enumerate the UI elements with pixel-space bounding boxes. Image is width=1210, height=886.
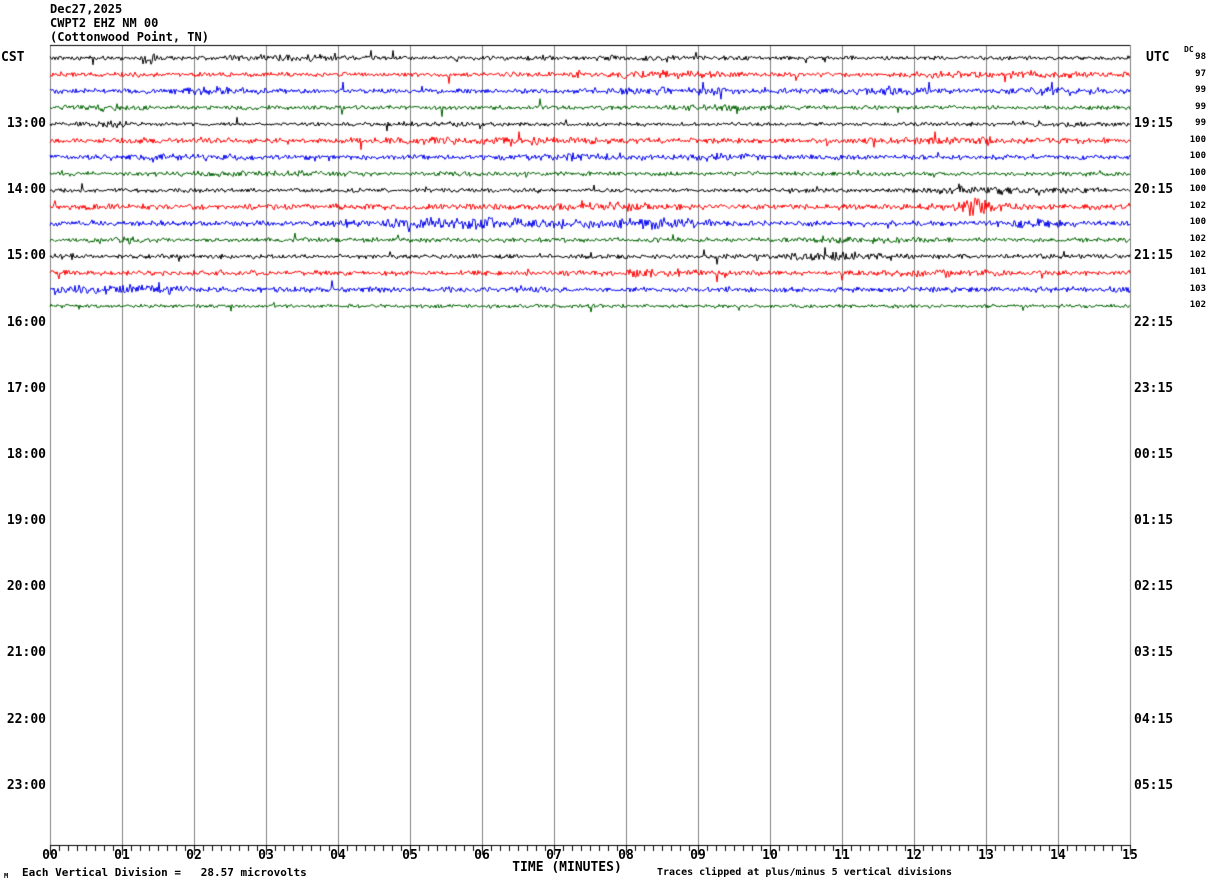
right-time-label: 20:15: [1134, 182, 1174, 198]
header-location: (Cottonwood Point, TN): [50, 30, 209, 44]
dc-value: 102: [1189, 200, 1206, 211]
dc-value: 99: [1195, 101, 1206, 112]
left-hour-label: 19:00: [6, 513, 46, 529]
dc-value: 100: [1189, 151, 1206, 162]
left-hour-label: 18:00: [6, 446, 46, 462]
right-time-label: 22:15: [1134, 314, 1174, 330]
left-hour-label: 20:00: [6, 579, 46, 595]
right-time-label: 01:15: [1134, 513, 1174, 529]
right-time-label: 23:15: [1134, 380, 1174, 396]
dc-value: 102: [1189, 250, 1206, 261]
dc-value: 99: [1195, 85, 1206, 96]
watermark-mark: M: [4, 872, 9, 880]
x-tick-label: 00: [42, 848, 58, 863]
right-time-label: 19:15: [1134, 116, 1174, 132]
x-tick-label: 05: [402, 848, 418, 863]
x-tick-label: 09: [690, 848, 706, 863]
right-time-label: 02:15: [1134, 579, 1174, 595]
x-tick-label: 02: [186, 848, 202, 863]
x-axis-title: TIME (MINUTES): [512, 860, 622, 875]
dc-value: 97: [1195, 68, 1206, 79]
x-tick-label: 14: [1050, 848, 1066, 863]
x-tick-label: 10: [762, 848, 778, 863]
x-tick-label: 06: [474, 848, 490, 863]
dc-value: 102: [1189, 233, 1206, 244]
x-tick-label: 15: [1122, 848, 1138, 863]
header-date: Dec27,2025: [50, 2, 123, 16]
x-tick-label: 03: [258, 848, 274, 863]
dc-value: 100: [1189, 167, 1206, 178]
x-tick-label: 04: [330, 848, 346, 863]
x-tick-label: 08: [618, 848, 634, 863]
right-axis-title: UTC: [1146, 50, 1170, 65]
x-tick-label: 13: [978, 848, 994, 863]
left-hour-label: 16:00: [6, 314, 46, 330]
x-tick-label: 11: [834, 848, 850, 863]
right-time-label: 21:15: [1134, 248, 1174, 264]
dc-value: 99: [1195, 118, 1206, 129]
left-hour-label: 14:00: [6, 182, 46, 198]
right-time-label: 03:15: [1134, 645, 1174, 661]
scale-note: Each Vertical Division = 28.57 microvolt…: [22, 866, 307, 879]
left-hour-label: 22:00: [6, 711, 46, 727]
dc-value: 100: [1189, 184, 1206, 195]
dc-column-label: DC: [1184, 45, 1194, 54]
left-hour-label: 21:00: [6, 645, 46, 661]
left-hour-label: 23:00: [6, 777, 46, 793]
right-time-label: 00:15: [1134, 446, 1174, 462]
dc-value: 102: [1189, 300, 1206, 311]
left-hour-label: 13:00: [6, 116, 46, 132]
dc-value: 103: [1189, 283, 1206, 294]
dc-value: 100: [1189, 134, 1206, 145]
left-axis-title: CST: [1, 50, 25, 65]
dc-value: 100: [1189, 217, 1206, 228]
dc-value: 98: [1195, 52, 1206, 62]
left-hour-label: 15:00: [6, 248, 46, 264]
right-time-label: 04:15: [1134, 711, 1174, 727]
clip-note: Traces clipped at plus/minus 5 vertical …: [657, 867, 953, 878]
dc-value: 101: [1189, 267, 1206, 278]
x-tick-label: 12: [906, 848, 922, 863]
header-station: CWPT2 EHZ NM 00: [50, 16, 159, 30]
right-time-label: 05:15: [1134, 777, 1174, 793]
x-tick-label: 07: [546, 848, 562, 863]
left-hour-label: 17:00: [6, 380, 46, 396]
x-tick-label: 01: [114, 848, 130, 863]
